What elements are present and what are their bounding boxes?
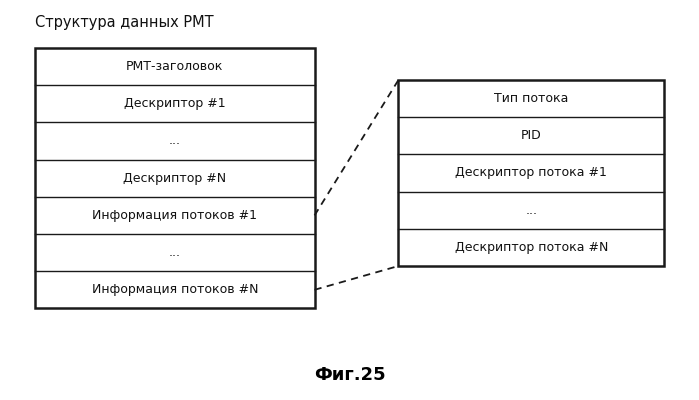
Text: Информация потоков #1: Информация потоков #1	[92, 209, 257, 222]
Bar	[35, 48, 315, 308]
Text: PID: PID	[521, 129, 542, 142]
Text: Дескриптор #1: Дескриптор #1	[124, 97, 226, 110]
Text: ...: ...	[168, 134, 181, 148]
Text: ...: ...	[168, 246, 181, 259]
Text: Дескриптор потока #N: Дескриптор потока #N	[454, 241, 608, 254]
Bar	[398, 80, 664, 266]
Text: Фиг.25: Фиг.25	[314, 366, 385, 384]
Text: Структура данных РМТ: Структура данных РМТ	[35, 15, 214, 30]
Text: РМТ-заголовок: РМТ-заголовок	[126, 60, 224, 73]
Text: Дескриптор #N: Дескриптор #N	[123, 172, 226, 185]
Text: ...: ...	[525, 204, 538, 217]
Text: Информация потоков #N: Информация потоков #N	[92, 283, 258, 296]
Text: Дескриптор потока #1: Дескриптор потока #1	[455, 166, 607, 180]
Text: Тип потока: Тип потока	[494, 92, 568, 105]
